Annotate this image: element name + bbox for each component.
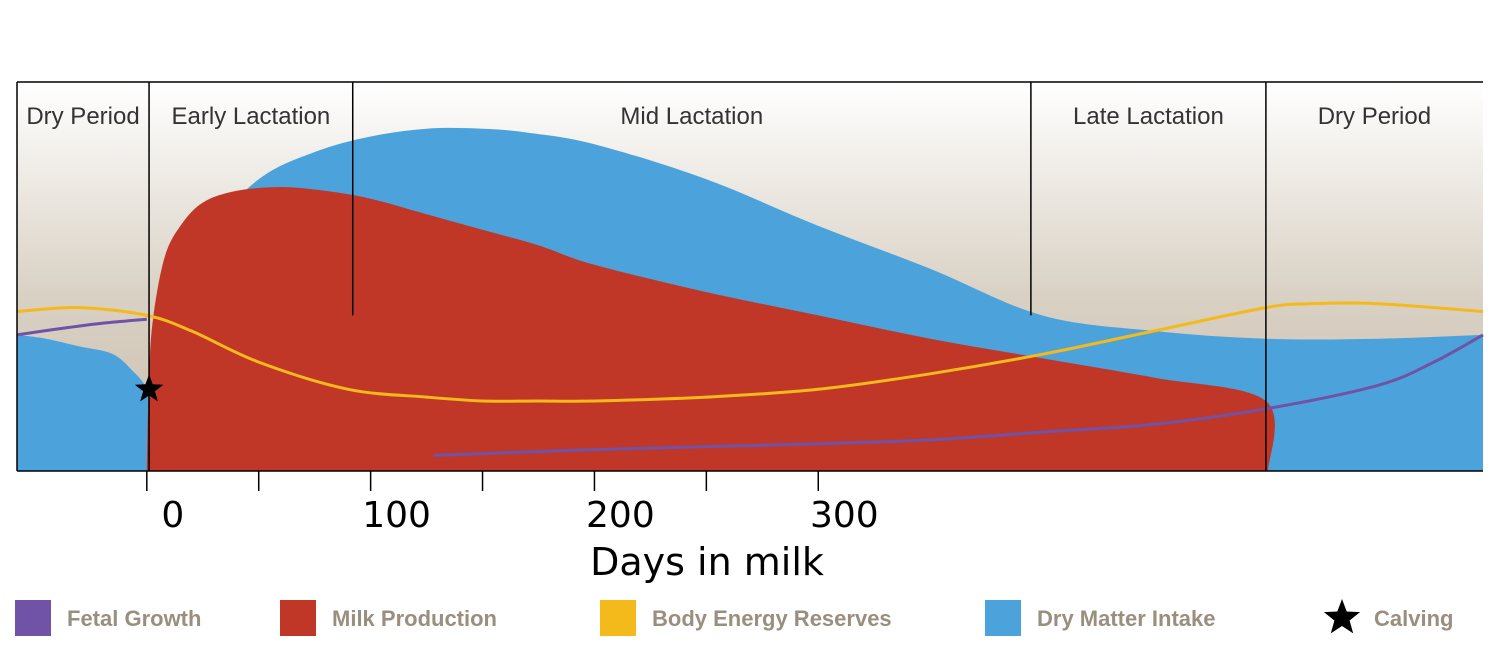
legend-label: Dry Matter Intake [1037, 606, 1216, 631]
x-tick-label: 100 [362, 495, 431, 536]
legend-swatch [985, 600, 1021, 636]
calving-marker [134, 374, 164, 402]
phase-label-dry-period: Dry Period [1318, 103, 1431, 130]
legend: Fetal Growth Milk Production Body Energy R… [15, 599, 1453, 636]
phase-dividers [16, 81, 1483, 471]
fetal-growth-line [16, 317, 147, 337]
x-tick-label: 300 [810, 495, 879, 536]
legend-item-calving: Calving [1323, 599, 1453, 634]
legend-item-body-energy-reserves: Body Energy Reserves [600, 600, 892, 636]
legend-label: Calving [1374, 606, 1453, 631]
markers [134, 374, 164, 402]
x-tick-label: 200 [586, 495, 655, 536]
phase-labels: Dry Period Early Lactation Mid Lactation La… [26, 103, 1431, 130]
x-axis: 0 100 200 300 [17, 470, 1483, 536]
x-axis-title: Days in milk [590, 540, 824, 584]
legend-swatch [15, 600, 51, 636]
legend-label: Milk Production [332, 606, 497, 631]
legend-item-milk-production: Milk Production [280, 600, 497, 636]
legend-item-fetal-growth: Fetal Growth [15, 600, 201, 636]
phase-label-early-lactation: Early Lactation [172, 103, 331, 130]
phase-label-late-lactation: Late Lactation [1073, 103, 1224, 130]
legend-item-dry-matter-intake: Dry Matter Intake [985, 600, 1216, 636]
area-series [17, 127, 1483, 472]
legend-label: Fetal Growth [67, 606, 201, 631]
milk-production-area [146, 187, 1275, 471]
phase-label-dry-period: Dry Period [26, 103, 139, 130]
legend-swatch [280, 600, 316, 636]
legend-label: Body Energy Reserves [652, 606, 892, 631]
legend-swatch [600, 600, 636, 636]
fetal-growth-late-line [433, 333, 1484, 457]
legend-star-icon [1323, 599, 1361, 634]
phase-label-mid-lactation: Mid Lactation [620, 103, 763, 130]
x-tick-label: 0 [161, 495, 184, 536]
